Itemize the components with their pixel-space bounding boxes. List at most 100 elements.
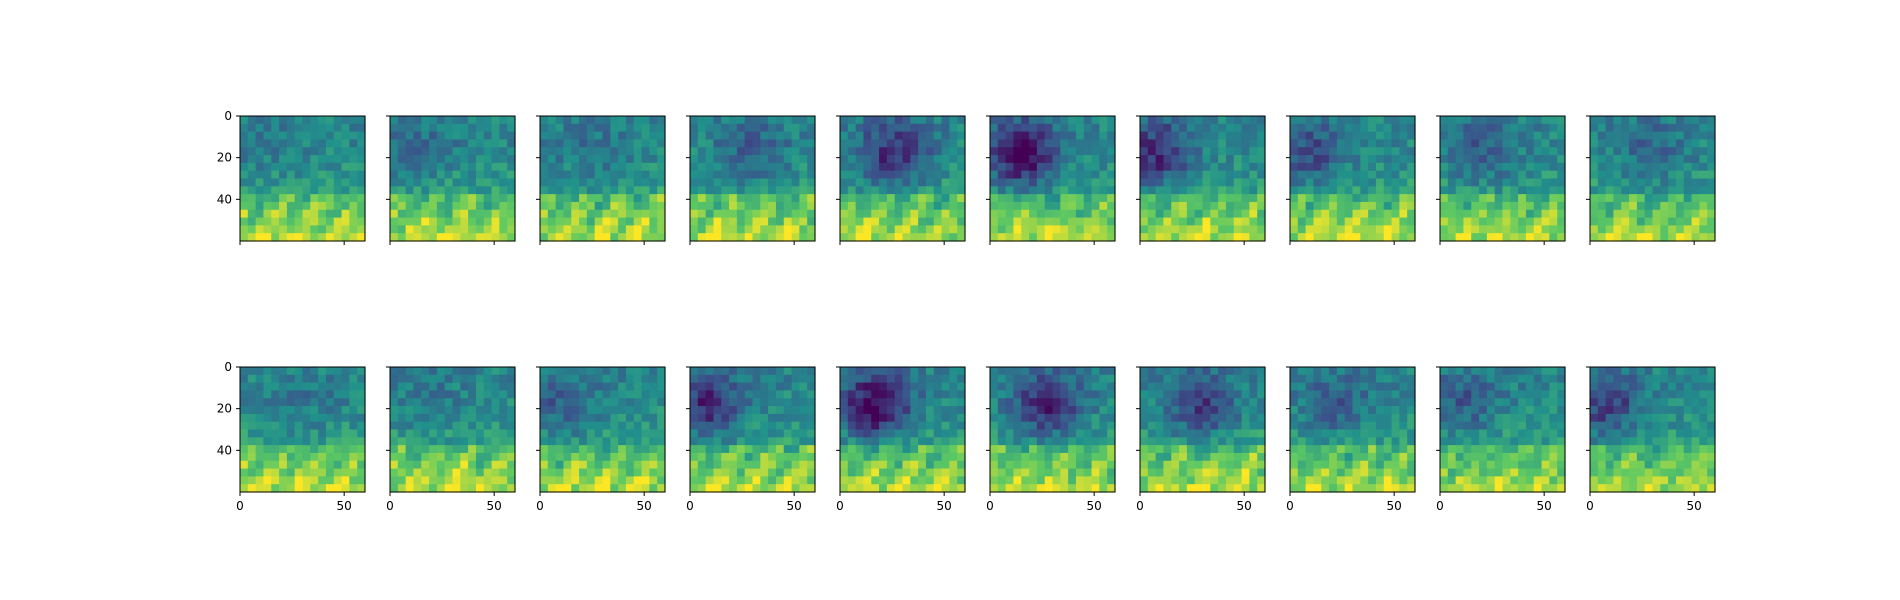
heatmap-cell <box>475 194 485 203</box>
heatmap-cell <box>1360 406 1369 415</box>
heatmap-cell <box>1613 155 1622 164</box>
heatmap-cell <box>1621 233 1630 242</box>
heatmap-cell <box>1249 178 1258 187</box>
heatmap-cell <box>1391 186 1400 195</box>
heatmap-cell <box>1241 452 1250 462</box>
heatmap-cell <box>1036 460 1046 470</box>
heatmap-cell <box>1494 398 1504 407</box>
heatmap-cell <box>768 429 777 438</box>
heatmap-cell <box>949 147 958 156</box>
heatmap-cell <box>721 225 730 234</box>
heatmap-cell <box>1471 421 1480 431</box>
heatmap-cell <box>452 116 461 125</box>
heatmap-cell <box>571 421 580 431</box>
heatmap-cell <box>302 162 311 172</box>
heatmap-cell <box>421 209 430 219</box>
heatmap-cell <box>333 390 343 399</box>
heatmap-cell <box>436 413 446 423</box>
heatmap-cell <box>799 437 808 446</box>
heatmap-cell <box>1683 186 1693 195</box>
heatmap-cell <box>807 131 816 141</box>
heatmap-cell <box>799 382 808 392</box>
heatmap-cell <box>925 170 935 180</box>
heatmap-cell <box>847 445 857 454</box>
heatmap-cell <box>547 367 557 376</box>
heatmap-cell <box>744 406 754 415</box>
heatmap-cell <box>1455 178 1465 187</box>
heatmap-cell <box>540 374 549 384</box>
heatmap-cell <box>933 437 943 446</box>
heatmap-cell <box>1313 194 1322 203</box>
heatmap-cell <box>255 233 265 242</box>
heatmap-cell <box>460 390 469 399</box>
heatmap-cell <box>571 429 580 438</box>
heatmap-cell <box>1557 452 1566 462</box>
heatmap-cell <box>1368 131 1377 141</box>
heatmap-cell <box>721 390 730 399</box>
heatmap-cell <box>744 382 754 392</box>
heatmap-cell <box>499 398 508 407</box>
heatmap-cell <box>294 374 304 384</box>
heatmap-cell <box>240 225 249 234</box>
heatmap-cell <box>1233 217 1243 226</box>
heatmap-cell <box>610 116 619 125</box>
heatmap-cell <box>1044 225 1054 234</box>
heatmap-cell <box>563 374 572 384</box>
heatmap-cell <box>1297 139 1307 148</box>
heatmap-cell <box>1605 123 1615 133</box>
heatmap-cell <box>1329 374 1338 384</box>
heatmap-cell <box>807 225 816 234</box>
heatmap-cell <box>863 476 872 485</box>
heatmap-cell <box>1290 147 1299 156</box>
heatmap-cell <box>1210 186 1219 195</box>
heatmap-cell <box>1005 413 1015 423</box>
heatmap-cell <box>791 178 800 187</box>
heatmap-cell <box>1305 217 1315 226</box>
heatmap-cell <box>1225 398 1235 407</box>
heatmap-cell <box>341 178 350 187</box>
heatmap-cell <box>610 217 619 226</box>
heatmap-cell <box>1391 139 1400 148</box>
heatmap-cell <box>1297 484 1307 493</box>
heatmap-cell <box>1533 225 1543 234</box>
heatmap-cell <box>571 460 580 470</box>
heatmap-cell <box>1613 209 1622 219</box>
heatmap-cell <box>271 413 280 423</box>
heatmap-cell <box>1107 178 1116 187</box>
heatmap-cell <box>571 162 580 172</box>
heatmap-cell <box>397 178 407 187</box>
heatmap-cell <box>294 217 304 226</box>
heatmap-cell <box>1447 194 1457 203</box>
heatmap-cell <box>1218 209 1227 219</box>
heatmap-cell <box>705 194 715 203</box>
heatmap-cell <box>507 437 516 446</box>
heatmap-cell <box>1707 139 1716 148</box>
heatmap-cell <box>641 484 650 493</box>
heatmap-cell <box>949 162 958 172</box>
heatmap-cell <box>1075 429 1085 438</box>
heatmap-cell <box>863 468 872 477</box>
heatmap-cell <box>491 147 500 156</box>
heatmap-cell <box>941 201 950 211</box>
heatmap-cell <box>507 147 516 156</box>
heatmap-cell <box>286 382 296 392</box>
heatmap-cell <box>444 374 454 384</box>
heatmap-cell <box>1099 382 1108 392</box>
heatmap-cell <box>1391 452 1400 462</box>
heatmap-cell <box>1352 201 1361 211</box>
axes-frame <box>1289 366 1416 493</box>
heatmap-cell <box>752 131 761 141</box>
heatmap-cell <box>760 452 769 462</box>
heatmap-cell <box>1313 170 1322 180</box>
heatmap-cell <box>1352 209 1361 219</box>
heatmap-cell <box>1652 123 1661 133</box>
heatmap-cell <box>783 155 793 164</box>
heatmap-cell <box>729 476 738 485</box>
heatmap-cell <box>586 382 596 392</box>
heatmap-cell <box>1344 201 1354 211</box>
heatmap-cell <box>1352 233 1361 242</box>
heatmap-cell <box>1541 437 1550 446</box>
heatmap-cell <box>1297 170 1307 180</box>
heatmap-cell <box>579 460 588 470</box>
